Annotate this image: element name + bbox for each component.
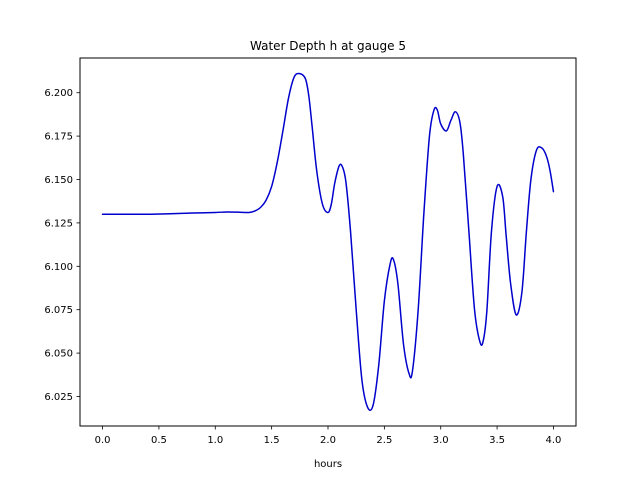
y-tick-label: 6.075 (44, 305, 73, 316)
x-tick-label: 3.0 (433, 435, 449, 446)
x-tick-label: 4.0 (546, 435, 562, 446)
y-tick-label: 6.175 (44, 132, 73, 143)
x-tick-label: 2.0 (320, 435, 336, 446)
y-tick-label: 6.050 (44, 349, 73, 360)
x-tick-label: 2.5 (376, 435, 392, 446)
x-tick-label: 0.5 (151, 435, 167, 446)
x-axis: 0.0 0.5 1.0 1.5 2.0 2.5 3.0 3.5 4.0 (95, 426, 562, 446)
chart-title: Water Depth h at gauge 5 (250, 39, 406, 53)
x-tick-label: 1.0 (207, 435, 223, 446)
series-line-0 (101, 72, 555, 412)
x-tick-label: 0.0 (95, 435, 111, 446)
y-tick-label: 6.025 (44, 392, 73, 403)
x-tick-label: 1.5 (264, 435, 280, 446)
y-tick-label: 6.100 (44, 262, 73, 273)
x-axis-label: hours (314, 459, 342, 470)
y-tick-label: 6.200 (44, 88, 73, 99)
y-axis: 6.025 6.050 6.075 6.100 6.125 6.150 6.175 6.200 (44, 88, 80, 403)
y-tick-label: 6.150 (44, 175, 73, 186)
series-layer (101, 72, 555, 412)
x-tick-label: 3.5 (489, 435, 505, 446)
y-tick-label: 6.125 (44, 218, 73, 229)
